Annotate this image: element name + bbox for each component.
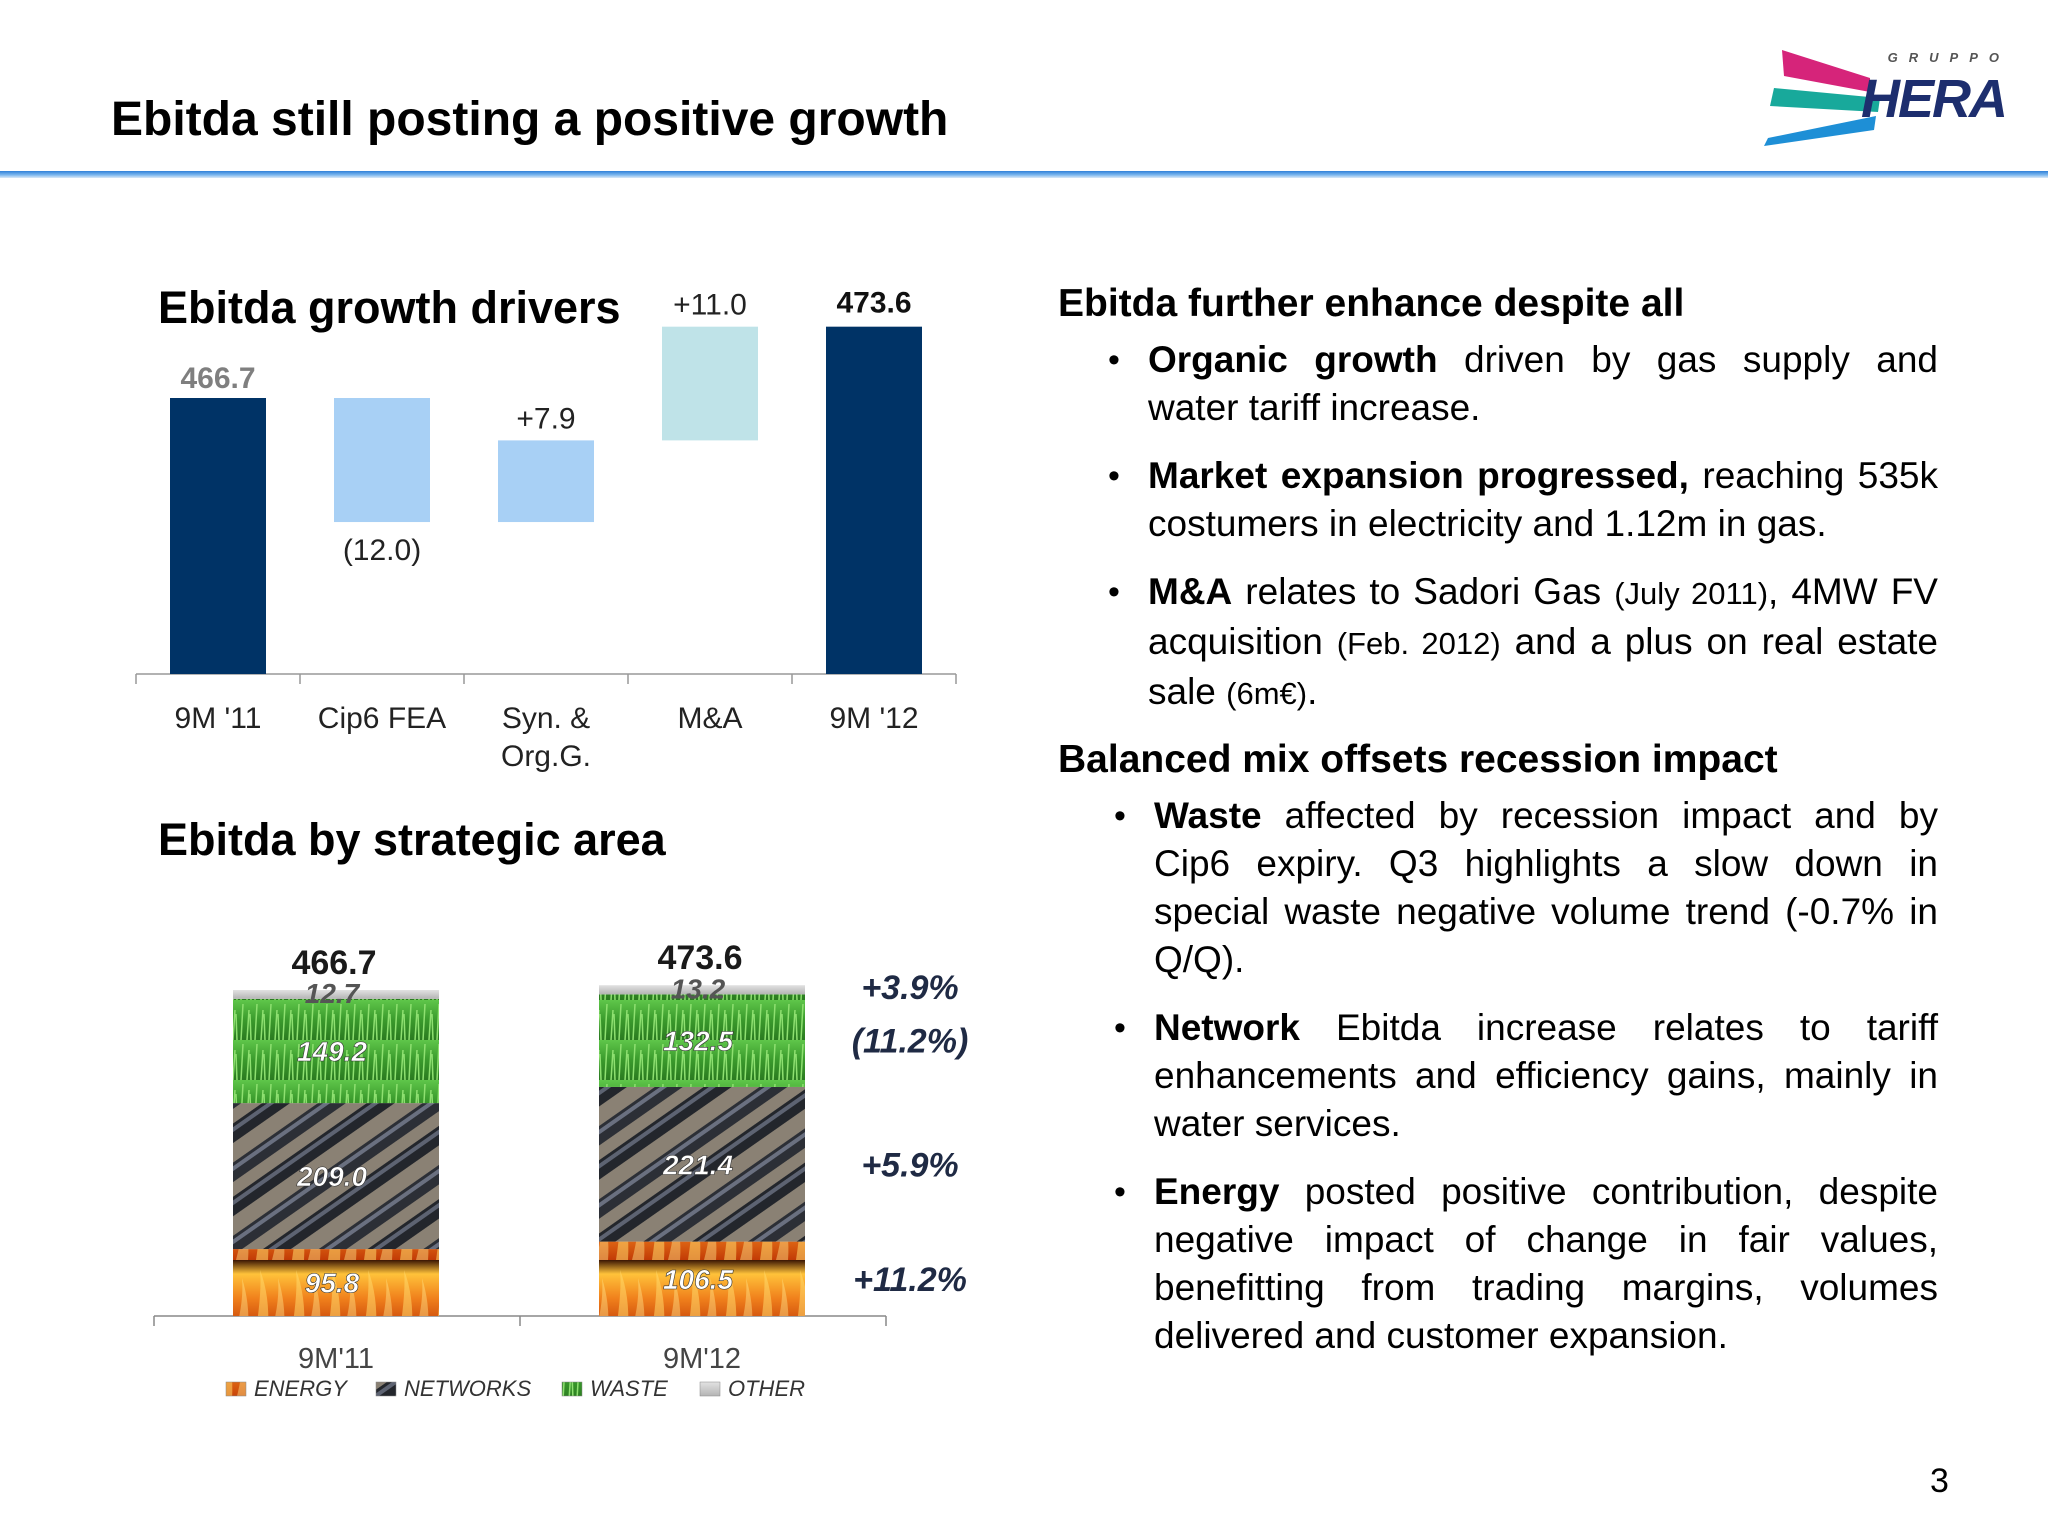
category-label: 9M'12: [663, 1343, 741, 1375]
bullet-text: and a plus on real estate sale: [1148, 621, 1938, 712]
commentary-panel: Ebitda further enhance despite all Organ…: [1058, 282, 1938, 1380]
page-number: 3: [1930, 1462, 1949, 1500]
stacked-segment-other: [599, 985, 805, 995]
bullet-date: (July 2011): [1614, 576, 1769, 611]
segment-value-label: 13.2: [671, 973, 726, 1004]
title-divider: [0, 171, 2048, 178]
segment-value-label: 106.5: [663, 1264, 733, 1295]
category-label: Syn. &: [502, 702, 590, 735]
segment-value-label: 149.2: [297, 1036, 367, 1067]
strategic-area-heading: Ebitda by strategic area: [158, 814, 666, 865]
stacked-segment-networks: [599, 1086, 805, 1242]
legend-label: NETWORKS: [404, 1376, 531, 1401]
bullet-text: Ebitda increase relates to tariff enhanc…: [1154, 1007, 1938, 1144]
legend-swatch-energy: [225, 1381, 247, 1397]
waterfall-bar: [826, 326, 922, 674]
bullet-text: relates to Sadori Gas: [1232, 571, 1615, 612]
stacked-segment-networks: [233, 1103, 439, 1250]
logo-hera-text: HERA: [1860, 69, 2008, 129]
bullet-text: reaching 535k costumers in electricity a…: [1148, 455, 1938, 544]
bullet-text: driven by gas supply and water tariff in…: [1148, 339, 1939, 428]
segment-value-label: 132.5: [663, 1026, 733, 1057]
bullet-bold: Energy: [1154, 1171, 1280, 1212]
hera-logo: GRUPPO HERA: [1760, 46, 2010, 146]
category-label: M&A: [677, 702, 742, 735]
bullet-network: Network Ebitda increase relates to tarif…: [1064, 1004, 1938, 1148]
bar-value-label: +7.9: [516, 402, 575, 435]
legend-label: OTHER: [728, 1376, 805, 1401]
stacked-segment-waste: [599, 994, 805, 1087]
bullet-m-and-a: M&A relates to Sadori Gas (July 2011), 4…: [1058, 568, 1938, 718]
waterfall-bar: [334, 398, 430, 523]
balanced-bullets: Waste affected by recession impact and b…: [1064, 792, 1938, 1360]
bar-value-label: (12.0): [343, 534, 421, 567]
legend-label: WASTE: [590, 1376, 668, 1401]
bullet-date: (Feb. 2012): [1336, 626, 1501, 661]
category-label: Org.G.: [501, 740, 591, 773]
bullet-amount: (6m€): [1226, 676, 1308, 711]
bar-value-label: 466.7: [180, 362, 255, 395]
waterfall-bar: [662, 326, 758, 441]
bar-value-label: 473.6: [836, 287, 911, 320]
stacked-segment-waste: [233, 998, 439, 1104]
bullet-text: , 4MW FV acquisition: [1148, 571, 1938, 662]
segment-change-label: +5.9%: [861, 1146, 958, 1184]
legend-swatch-networks: [375, 1381, 397, 1397]
segment-change-label: +11.2%: [853, 1261, 967, 1299]
bullet-organic-growth: Organic growth driven by gas supply and …: [1058, 336, 1938, 432]
bullet-bold: Waste: [1154, 795, 1262, 836]
drivers-heading: Ebitda growth drivers: [158, 282, 621, 333]
stacked-segment-energy: [233, 1249, 439, 1316]
balanced-mix-heading: Balanced mix offsets recession impact: [1058, 738, 1778, 781]
category-label: 9M'11: [298, 1343, 374, 1375]
legend-label: ENERGY: [254, 1376, 348, 1401]
waterfall-bar: [498, 440, 594, 523]
segment-change-label: +3.9%: [861, 969, 958, 1007]
bar-total-label: 473.6: [657, 939, 742, 977]
bar-value-label: +11.0: [673, 289, 747, 322]
segment-value-label: 209.0: [296, 1161, 367, 1192]
segment-value-label: 12.7: [305, 978, 361, 1009]
bullet-bold: Organic growth: [1148, 339, 1438, 380]
bullet-bold: Market expansion progressed,: [1148, 455, 1689, 496]
bullet-bold: M&A: [1148, 571, 1233, 612]
enhance-heading: Ebitda further enhance despite all: [1058, 282, 1685, 325]
bullet-text: posted positive contribution, despite ne…: [1154, 1171, 1938, 1356]
stacked-segment-energy: [599, 1241, 805, 1316]
bullet-text: .: [1307, 671, 1318, 712]
category-label: 9M '11: [175, 702, 262, 735]
segment-value-label: 95.8: [305, 1268, 360, 1299]
hera-logo-mark-icon: [1764, 50, 1880, 146]
waterfall-bar: [170, 398, 266, 674]
bullet-market-expansion: Market expansion progressed, reaching 53…: [1058, 452, 1938, 548]
category-label: Cip6 FEA: [318, 702, 446, 735]
enhance-bullets: Organic growth driven by gas supply and …: [1058, 336, 1938, 718]
segment-change-label: (11.2%): [852, 1023, 969, 1061]
legend-swatch-waste: [561, 1381, 583, 1397]
bullet-energy: Energy posted positive contribution, des…: [1064, 1168, 1938, 1360]
legend-swatch-other: [699, 1381, 721, 1397]
bullet-text: affected by recession impact and by Cip6…: [1154, 795, 1938, 980]
bar-total-label: 466.7: [291, 944, 376, 982]
bullet-waste: Waste affected by recession impact and b…: [1064, 792, 1938, 984]
stacked-segment-other: [233, 990, 439, 999]
category-label: 9M '12: [829, 702, 918, 735]
segment-value-label: 221.4: [662, 1149, 733, 1180]
slide-title: Ebitda still posting a positive growth: [111, 93, 949, 146]
bullet-bold: Network: [1154, 1007, 1300, 1048]
logo-gruppo-text: GRUPPO: [1887, 50, 2010, 65]
